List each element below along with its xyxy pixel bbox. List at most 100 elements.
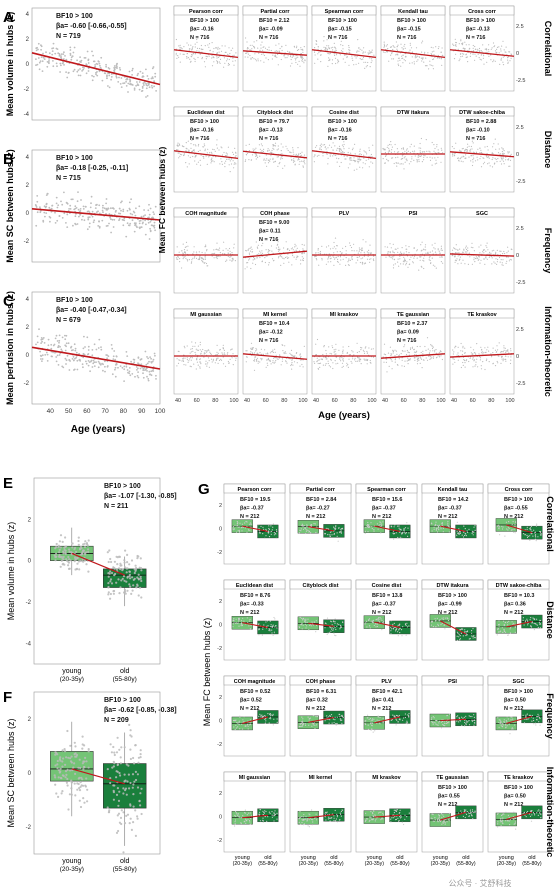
data-point [302,51,304,54]
data-point [376,523,378,525]
data-point [358,160,360,162]
data-point [369,155,371,157]
data-point [291,359,293,361]
data-point [221,352,223,354]
data-point [362,262,364,264]
data-point [278,246,280,248]
data-point [111,347,114,350]
data-point [201,257,203,259]
data-point [457,48,459,50]
data-point [265,528,267,531]
data-point [217,48,219,50]
data-point [75,556,79,560]
data-point [148,86,151,89]
data-point [201,58,203,60]
data-point [110,73,113,75]
data-point [62,552,65,555]
data-point [491,263,493,265]
data-point [452,44,455,46]
data-point [126,355,129,357]
data-point [90,195,93,198]
data-point [499,160,501,162]
data-point [113,751,116,754]
data-point [227,252,229,254]
data-point [119,365,122,367]
subplot-title-bg [380,106,446,117]
data-point [419,151,421,154]
stats-line: BF10 > 100 [504,497,533,503]
data-point [137,371,140,373]
data-point [351,256,353,258]
data-point [261,149,263,152]
data-point [391,149,393,151]
data-point [435,521,437,523]
data-point [87,548,90,551]
subplot-title: Cityblock dist [257,110,293,116]
data-point [126,561,129,564]
data-point [368,526,371,528]
data-point [72,359,75,362]
data-point [498,256,501,259]
data-point [503,345,505,347]
data-point [96,71,98,73]
jitter-points [364,521,384,535]
data-point [419,56,421,58]
data-point [391,354,393,356]
data-point [502,526,504,528]
data-point [440,147,442,149]
data-point [251,57,254,59]
data-point [60,792,63,795]
data-point [369,359,371,362]
data-point [66,76,69,79]
data-point [118,771,121,775]
data-point [347,167,349,169]
data-point [197,145,199,147]
x-tick-label: 50 [65,408,73,415]
data-point [486,145,488,148]
data-point [322,155,324,157]
data-point [429,356,431,358]
data-point [282,146,284,148]
data-point [39,60,42,62]
data-point [45,194,48,197]
data-point [85,760,88,763]
data-point [498,52,500,54]
data-point [459,53,462,55]
subplot-coh-magnitude: COH magnitude [173,207,239,294]
data-point [372,162,374,164]
data-point [221,154,224,156]
data-point [139,219,142,222]
data-point [470,53,472,55]
data-point [43,205,46,208]
data-point [230,253,232,255]
regression-line [242,50,308,56]
data-point [36,63,39,66]
x-tick-sublabel: (20-35y) [60,676,84,683]
data-point [295,55,297,57]
data-point [441,149,443,151]
plot-area [311,308,377,395]
data-point [361,263,364,265]
data-point [419,142,421,145]
data-point [290,364,292,367]
data-point [356,360,358,362]
data-point [50,355,53,358]
data-point [203,353,205,355]
data-point [433,150,435,152]
data-point [178,350,180,353]
data-point [369,258,371,260]
data-point [204,145,206,147]
data-point [429,350,431,352]
data-point [371,528,373,530]
data-point [460,40,462,42]
data-point [97,366,100,369]
data-point [267,148,269,150]
data-point [95,361,97,364]
y-tick-label: -2 [26,600,32,606]
data-point [333,264,335,266]
data-point [287,249,289,251]
data-point [246,531,248,533]
stats-line: N = 716 [259,237,278,243]
